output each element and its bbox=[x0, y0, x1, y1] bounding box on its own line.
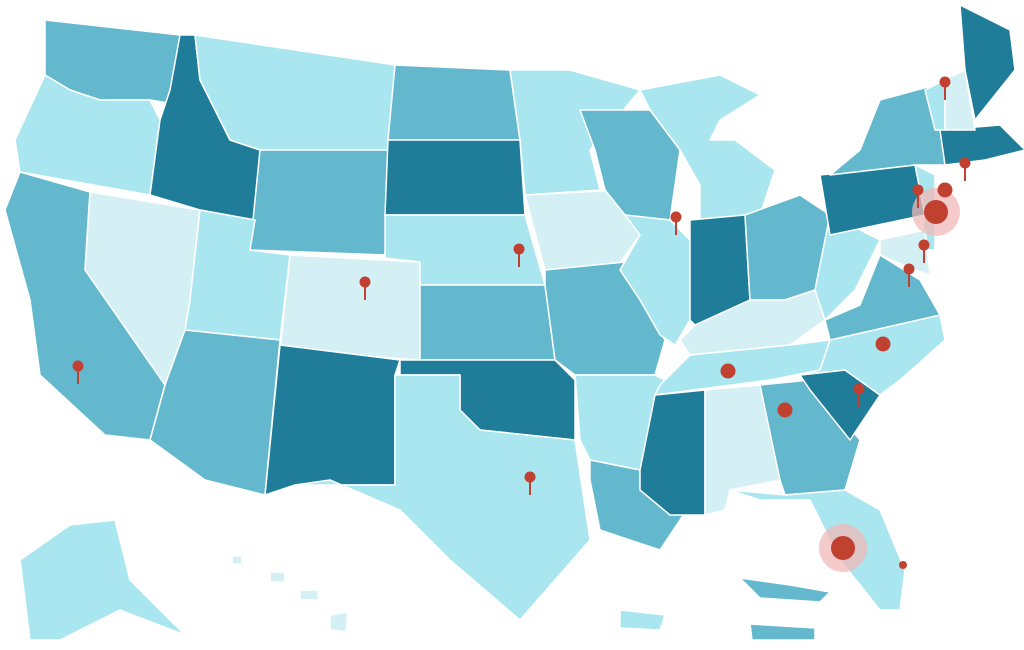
state-mi[interactable] bbox=[639, 74, 776, 221]
map-pin-nh[interactable] bbox=[939, 76, 951, 101]
state-mn[interactable] bbox=[509, 69, 641, 196]
map-pin-tx[interactable] bbox=[524, 471, 536, 496]
state-pa[interactable] bbox=[819, 164, 926, 236]
pin-marker-icon bbox=[903, 263, 915, 275]
pin-marker-icon bbox=[831, 536, 855, 560]
pin-marker-icon bbox=[853, 383, 865, 395]
state-nd[interactable] bbox=[387, 64, 521, 141]
state-me[interactable] bbox=[959, 4, 1016, 121]
pin-marker-icon bbox=[72, 360, 84, 372]
states-layer bbox=[4, 4, 1024, 641]
map-pin-co[interactable] bbox=[359, 276, 371, 301]
pin-marker-icon bbox=[959, 157, 971, 169]
state-va[interactable] bbox=[824, 254, 941, 341]
state-ia[interactable] bbox=[524, 189, 641, 271]
map-pin-sc[interactable] bbox=[853, 383, 865, 408]
map-pin-md[interactable] bbox=[918, 239, 930, 264]
map-pin-ne[interactable] bbox=[513, 243, 525, 268]
pin-marker-icon bbox=[513, 243, 525, 255]
pin-marker-icon bbox=[359, 276, 371, 288]
pins-layer bbox=[72, 76, 971, 572]
pin-marker-icon bbox=[899, 561, 907, 569]
map-pin-ga[interactable] bbox=[777, 402, 793, 418]
state-az[interactable] bbox=[149, 329, 281, 496]
map-pin-ny[interactable] bbox=[937, 182, 953, 198]
state-wv[interactable] bbox=[814, 214, 881, 321]
state-fl[interactable] bbox=[729, 489, 906, 611]
pin-marker-icon bbox=[670, 211, 682, 223]
state-vi[interactable] bbox=[739, 577, 831, 641]
state-ks[interactable] bbox=[419, 284, 556, 361]
pin-marker-icon bbox=[918, 239, 930, 251]
map-pin-fl[interactable] bbox=[819, 524, 867, 572]
pin-marker-icon bbox=[912, 184, 924, 196]
map-pin-nj[interactable] bbox=[912, 188, 960, 236]
state-ma[interactable] bbox=[939, 124, 1024, 166]
pin-marker-icon bbox=[937, 182, 953, 198]
map-pin-nc[interactable] bbox=[875, 336, 891, 352]
state-nm[interactable] bbox=[264, 344, 401, 496]
state-wy[interactable] bbox=[249, 149, 391, 256]
state-tx[interactable] bbox=[294, 374, 591, 621]
pin-marker-icon bbox=[720, 363, 736, 379]
pin-marker-icon bbox=[875, 336, 891, 352]
map-pin-tn[interactable] bbox=[720, 363, 736, 379]
state-il[interactable] bbox=[619, 214, 691, 346]
pin-marker-icon bbox=[924, 200, 948, 224]
map-pin-pa[interactable] bbox=[912, 184, 924, 209]
state-ak[interactable] bbox=[19, 519, 186, 641]
state-nc[interactable] bbox=[799, 314, 946, 396]
pin-marker-icon bbox=[524, 471, 536, 483]
state-co[interactable] bbox=[279, 254, 421, 361]
map-pin-va[interactable] bbox=[903, 263, 915, 288]
pin-marker-icon bbox=[939, 76, 951, 88]
map-pin-ct[interactable] bbox=[959, 157, 971, 182]
map-pin-ca[interactable] bbox=[72, 360, 84, 385]
pin-marker-icon bbox=[777, 402, 793, 418]
state-sd[interactable] bbox=[384, 139, 526, 216]
map-pin-il[interactable] bbox=[670, 211, 682, 236]
state-hi[interactable] bbox=[231, 555, 349, 633]
map-pin-fl-e[interactable] bbox=[899, 561, 907, 569]
state-md[interactable] bbox=[879, 229, 931, 276]
state-pr[interactable] bbox=[619, 609, 666, 631]
